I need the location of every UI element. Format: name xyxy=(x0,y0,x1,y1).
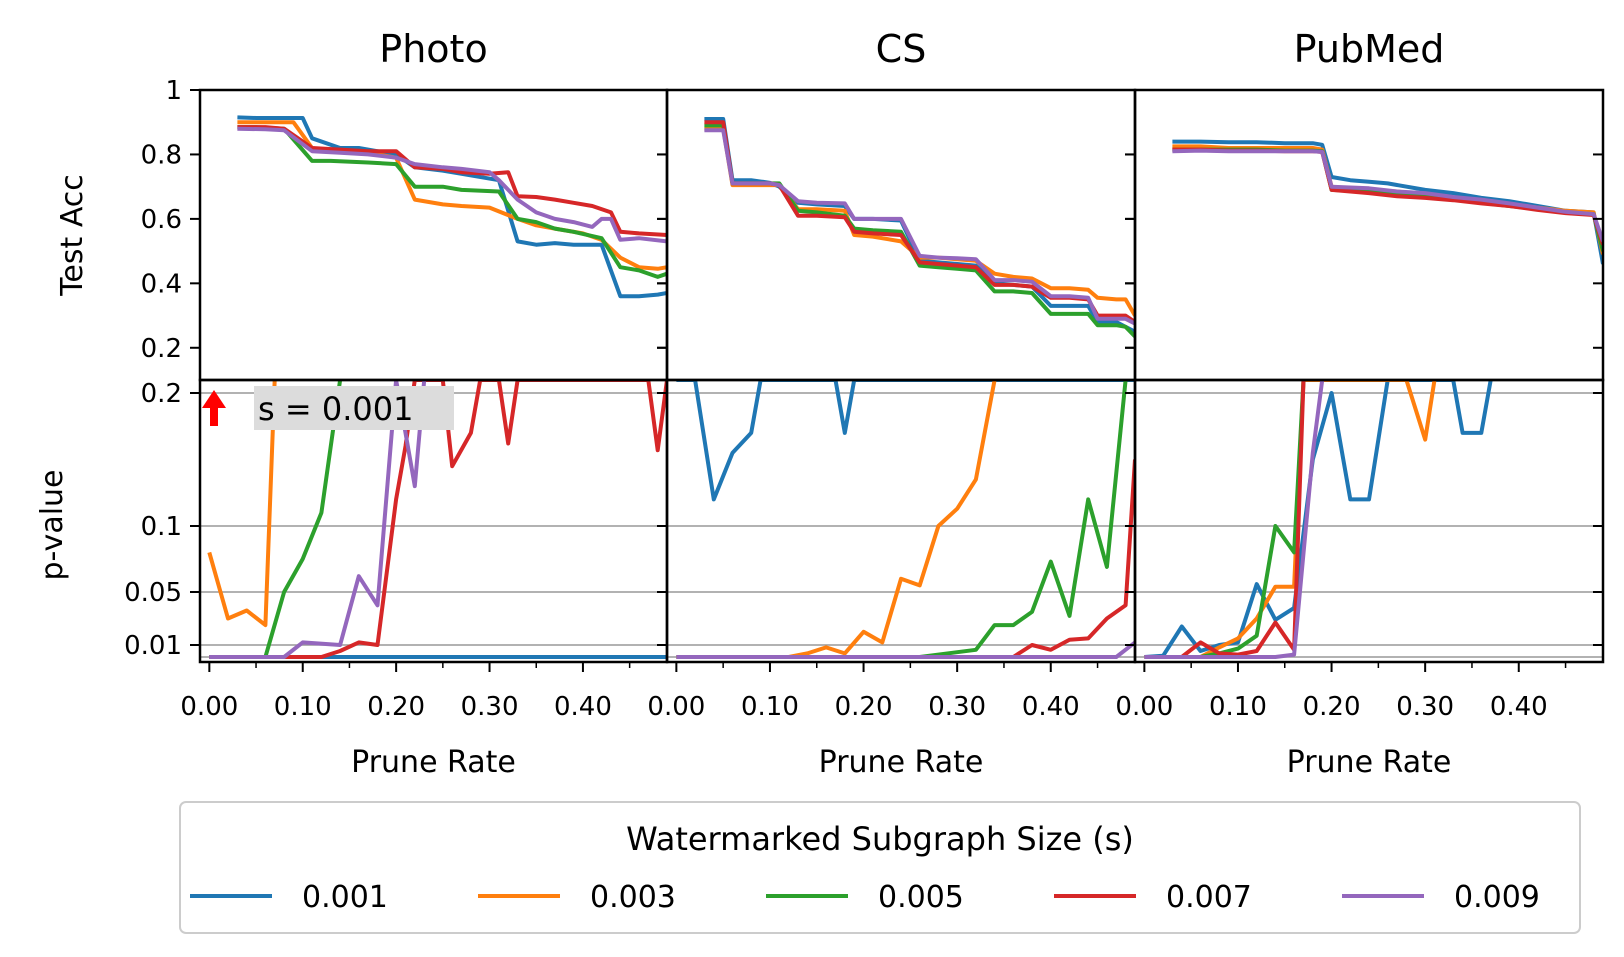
panel-title: PubMed xyxy=(1294,27,1445,71)
y-tick-label-bottom: 0.1 xyxy=(141,512,182,542)
pvalue-lines-pubmed xyxy=(1144,380,1493,659)
legend-frame xyxy=(179,801,1581,934)
legend-label-0.005: 0.005 xyxy=(878,880,964,915)
x-tick-label: 0.20 xyxy=(1303,692,1361,722)
acc-series-0.001 xyxy=(1172,139,1603,265)
x-tick-label: 0.20 xyxy=(367,692,425,722)
y-tick-label-top: 0.6 xyxy=(141,205,182,235)
acc-series-0.009 xyxy=(237,126,667,244)
x-tick-label: 0.10 xyxy=(274,692,332,722)
x-tick-label: 0.30 xyxy=(1396,692,1454,722)
x-tick-label: 0.20 xyxy=(835,692,893,722)
y-axis-label-bottom: p-value xyxy=(35,469,70,580)
y-tick-label-top: 0.2 xyxy=(141,334,182,364)
pvalue-series-0.003 xyxy=(207,380,277,628)
acc-series-0.003 xyxy=(704,126,1135,317)
pvalue-series-0.003 xyxy=(676,380,997,659)
legend-label-0.009: 0.009 xyxy=(1454,880,1540,915)
acc-series-0.009 xyxy=(1172,148,1603,243)
x-tick-label: 0.30 xyxy=(461,692,519,722)
arrow-shaft xyxy=(210,404,218,426)
x-axis-label: Prune Rate xyxy=(1287,745,1452,780)
legend-title: Watermarked Subgraph Size (s) xyxy=(626,820,1134,858)
legend-label-0.001: 0.001 xyxy=(302,880,388,915)
x-tick-label: 0.30 xyxy=(928,692,986,722)
pvalue-series-0.009 xyxy=(1144,380,1325,659)
y-tick-label-top: 0.8 xyxy=(141,140,182,170)
y-tick-label-bottom: 0.01 xyxy=(124,631,182,661)
y-axis-label-top: Test Acc xyxy=(55,174,90,297)
pvalue-series-0.005 xyxy=(676,380,1128,659)
x-tick-label: 0.40 xyxy=(1490,692,1548,722)
acc-series-0.005 xyxy=(1172,147,1603,252)
panel-title: CS xyxy=(876,27,927,71)
x-tick-label: 0.00 xyxy=(1115,692,1173,722)
acc-series-0.007 xyxy=(704,120,1135,324)
x-tick-label: 0.10 xyxy=(741,692,799,722)
pvalue-series-0.001 xyxy=(676,380,1135,502)
y-tick-label-top: 1 xyxy=(165,76,182,106)
pvalue-lines-cs xyxy=(676,380,1135,659)
axes-frame-bottom xyxy=(665,378,1137,664)
pvalue-series-0.007 xyxy=(676,459,1135,659)
x-tick-label: 0.40 xyxy=(554,692,612,722)
pvalue-series-0.009 xyxy=(676,640,1135,659)
acc-lines-pubmed xyxy=(1172,139,1603,265)
x-tick-label: 0.40 xyxy=(1022,692,1080,722)
acc-series-0.003 xyxy=(1172,144,1603,255)
axes-frame-top xyxy=(198,88,669,382)
y-tick-label-bottom: 0.2 xyxy=(141,379,182,409)
x-tick-label: 0.10 xyxy=(1209,692,1267,722)
arrow-up-icon xyxy=(202,390,226,408)
acc-lines-cs xyxy=(704,117,1135,338)
axes-frame-bottom xyxy=(1133,378,1605,664)
x-axis-label: Prune Rate xyxy=(819,745,984,780)
legend: Watermarked Subgraph Size (s) 0.001 0.003… xyxy=(179,801,1581,934)
y-tick-label-bottom: 0.05 xyxy=(124,578,182,608)
legend-label-0.003: 0.003 xyxy=(590,880,676,915)
acc-series-0.005 xyxy=(237,125,667,279)
pvalue-series-0.003 xyxy=(1144,380,1437,659)
pvalue-series-0.007 xyxy=(1144,380,1306,659)
x-axis-label: Prune Rate xyxy=(351,745,516,780)
pvalue-series-0.009 xyxy=(209,380,427,659)
acc-lines-photo xyxy=(237,115,667,299)
x-tick-label: 0.00 xyxy=(647,692,705,722)
axes-frame-top xyxy=(1133,88,1605,382)
y-tick-label-top: 0.4 xyxy=(141,269,182,299)
panel-title: Photo xyxy=(379,27,487,71)
acc-series-0.007 xyxy=(1172,147,1603,246)
legend-label-0.007: 0.007 xyxy=(1166,880,1252,915)
acc-series-0.009 xyxy=(704,128,1135,326)
annotation-red-arrow xyxy=(202,390,226,426)
annotation-text: s = 0.001 xyxy=(258,390,413,428)
annotation-box xyxy=(254,386,454,430)
x-tick-label: 0.00 xyxy=(180,692,238,722)
